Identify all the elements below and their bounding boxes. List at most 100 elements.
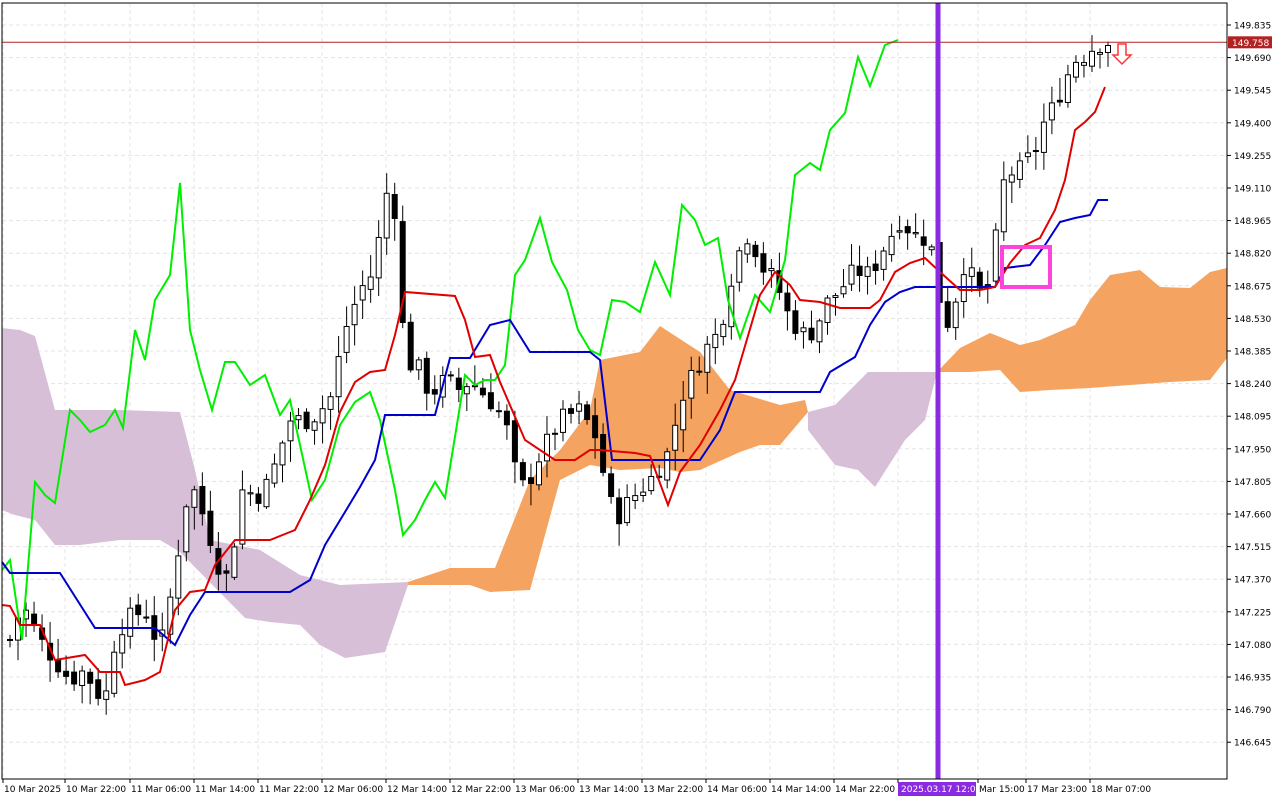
price-tick-label: 149.835 [1234, 22, 1271, 32]
bearish-candle [303, 411, 310, 430]
tenkan-sen-line [1, 86, 1106, 687]
bearish-candle [600, 434, 607, 473]
bullish-candle [688, 370, 695, 399]
bearish-candle [135, 604, 142, 616]
bullish-candle [736, 250, 743, 283]
bullish-candle [696, 370, 703, 373]
bearish-candle [784, 292, 791, 312]
bullish-candle [560, 408, 566, 433]
time-highlight-tag [898, 782, 976, 796]
bearish-candle [95, 679, 102, 699]
bullish-candle [848, 264, 855, 285]
bullish-candle [640, 491, 647, 497]
bullish-candle [928, 246, 935, 251]
price-tick-label: 148.240 [1234, 380, 1271, 390]
bullish-candle [960, 274, 967, 303]
price-tick-label: 149.255 [1234, 152, 1271, 162]
bullish-candle [279, 442, 286, 466]
bearish-candle [71, 671, 78, 685]
bearish-candle [143, 616, 150, 619]
bullish-candle [880, 250, 887, 270]
bearish-candle [223, 570, 230, 574]
bearish-candle [616, 497, 623, 525]
bearish-candle [487, 392, 494, 410]
bullish-candle [984, 284, 991, 287]
bullish-candle [415, 359, 422, 371]
bullish-candle [343, 326, 350, 353]
bullish-candle [1008, 174, 1015, 183]
price-tick-label: 148.675 [1234, 282, 1271, 292]
bullish-candle [832, 295, 839, 299]
bullish-candle [536, 461, 542, 486]
bullish-candle [768, 268, 775, 272]
bullish-candle [1081, 62, 1087, 66]
price-tick-label: 148.530 [1234, 315, 1271, 325]
bullish-candle [632, 495, 639, 502]
bearish-candle [495, 410, 502, 413]
bullish-candle [1040, 121, 1047, 153]
bullish-candle [1097, 52, 1103, 55]
kumo-bearish-left [2, 328, 408, 658]
bearish-candle [7, 639, 13, 641]
time-tick-label: 17 Mar 23:00 [1027, 785, 1087, 795]
current-price-label: 149.758 [1232, 39, 1269, 49]
kumo-bearish-right [808, 372, 937, 487]
bullish-candle [463, 386, 470, 395]
candles [7, 35, 1111, 715]
bearish-candle [31, 613, 38, 626]
indicator-lines [1, 39, 1108, 687]
bearish-candle [391, 194, 398, 219]
time-tick-label: 10 Mar 22:00 [66, 785, 126, 795]
bearish-candle [760, 253, 767, 273]
bullish-candle [311, 421, 318, 431]
bullish-candle [1048, 102, 1055, 121]
bearish-candle [399, 221, 406, 324]
bearish-candle [519, 462, 526, 481]
plot-frame [1, 2, 1228, 780]
bullish-candle [127, 607, 134, 637]
time-tick-label: 11 Mar 22:00 [259, 785, 319, 795]
bearish-candle [447, 374, 454, 377]
bearish-candle [63, 670, 70, 677]
bearish-candle [608, 473, 615, 497]
time-tick-label: 14 Mar 14:00 [771, 785, 831, 795]
ichimoku-cloud [2, 268, 1227, 658]
bullish-candle [1024, 152, 1031, 158]
bullish-candle [840, 286, 847, 295]
bullish-candle [1064, 74, 1071, 104]
price-tick-label: 147.370 [1234, 576, 1271, 586]
price-tick-label: 147.225 [1234, 608, 1271, 618]
bearish-candle [528, 477, 534, 485]
bullish-candle [800, 327, 807, 333]
bearish-candle [920, 236, 927, 246]
bullish-candle [271, 463, 278, 484]
price-tick-label: 146.645 [1234, 739, 1271, 749]
bullish-candle [704, 343, 711, 373]
bullish-candle [1073, 61, 1079, 78]
bullish-candle [375, 237, 382, 279]
time-tick-label: 13 Mar 14:00 [579, 785, 639, 795]
bearish-candle [976, 271, 983, 289]
bullish-candle [992, 229, 999, 282]
bullish-candle [287, 420, 294, 442]
time-tick-label: 12 Mar 22:00 [451, 785, 511, 795]
price-tick-label: 148.095 [1234, 413, 1271, 423]
price-tick-label: 146.935 [1234, 674, 1271, 684]
kumo-bullish-mid [408, 326, 808, 592]
bullish-candle [263, 478, 270, 508]
bullish-candle [664, 451, 671, 481]
price-tick-label: 148.385 [1234, 348, 1271, 358]
time-tick-label: 13 Mar 22:00 [643, 785, 703, 795]
price-tick-label: 149.400 [1234, 119, 1271, 129]
bearish-candle [792, 310, 799, 334]
bullish-candle [712, 333, 719, 349]
price-tick-label: 147.660 [1234, 511, 1271, 521]
bullish-candle [816, 320, 823, 343]
bullish-candle [327, 396, 334, 410]
bearish-candle [511, 420, 518, 463]
bullish-candle [952, 301, 959, 329]
bullish-candle [544, 433, 550, 462]
